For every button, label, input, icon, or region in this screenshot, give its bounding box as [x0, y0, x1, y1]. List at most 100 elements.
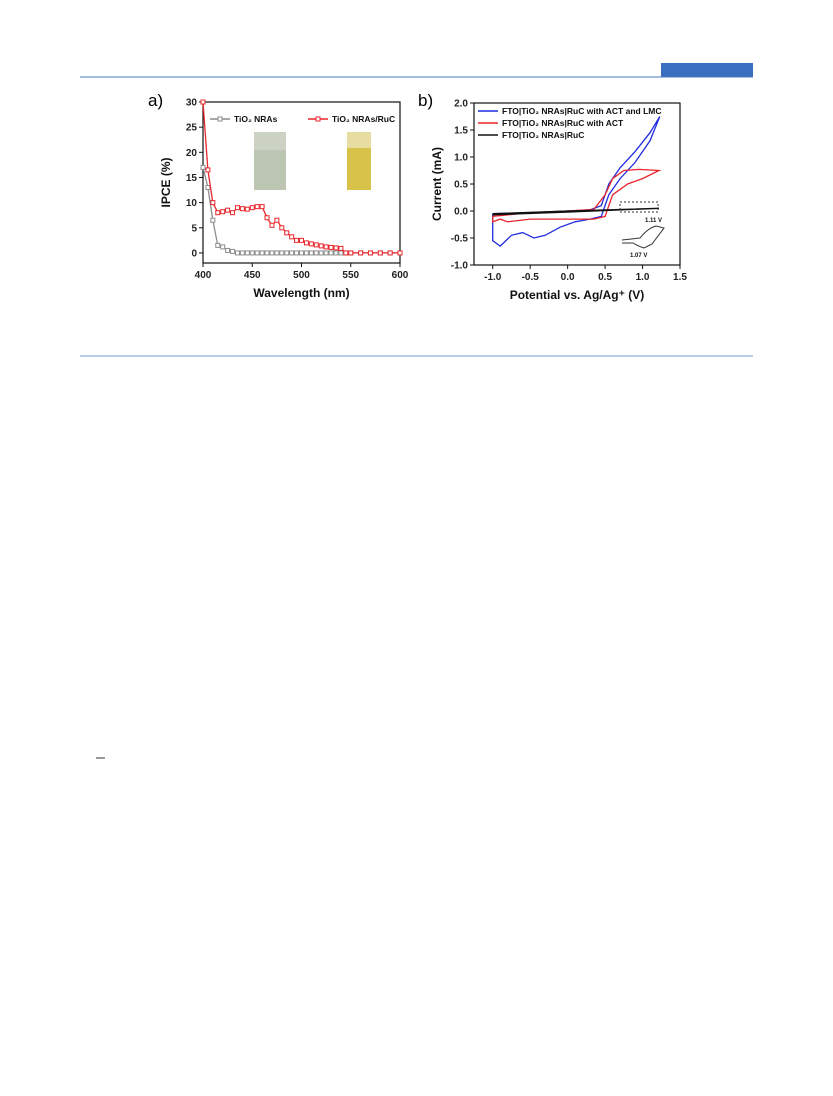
- x-axis-label: Potential vs. Ag/Ag⁺ (V): [510, 288, 645, 302]
- data-point: [200, 164, 206, 170]
- data-point: [220, 209, 226, 215]
- data-point: [249, 205, 255, 211]
- series-line: [492, 207, 660, 216]
- data-point: [323, 250, 329, 256]
- data-point: [205, 185, 211, 191]
- data-point: [259, 250, 265, 256]
- x-tick-label: 0.5: [598, 272, 612, 283]
- y-tick-label: 1.5: [454, 126, 468, 137]
- series-line: [492, 168, 662, 223]
- data-point: [294, 250, 300, 256]
- data-point: [377, 250, 383, 256]
- data-point: [313, 250, 319, 256]
- data-point: [308, 241, 314, 247]
- x-tick-label: 1.5: [673, 272, 687, 283]
- y-tick-label: 30: [186, 98, 198, 109]
- data-point: [289, 234, 295, 240]
- data-point: [279, 225, 285, 231]
- data-point: [387, 250, 393, 256]
- data-point: [294, 237, 300, 243]
- y-tick-label: 20: [186, 148, 198, 159]
- y-tick-label: 15: [186, 173, 198, 184]
- data-point: [284, 250, 290, 256]
- data-point: [234, 205, 240, 211]
- y-tick-label: 2.0: [454, 99, 468, 110]
- legend-label: FTO|TiO₂ NRAs|RuC with ACT: [502, 118, 624, 128]
- y-tick-label: 0.5: [454, 180, 468, 191]
- data-point: [274, 217, 280, 223]
- data-point: [274, 250, 280, 256]
- data-point: [254, 250, 260, 256]
- y-axis-label: Current (mA): [430, 147, 444, 221]
- x-tick-label: 0.0: [561, 272, 575, 283]
- data-point: [225, 247, 231, 253]
- x-tick-label: 550: [342, 270, 359, 281]
- data-point: [318, 250, 324, 256]
- x-tick-label: 1.0: [636, 272, 650, 283]
- data-point: [338, 245, 344, 251]
- legend-label: TiO₂ NRAs/RuC: [332, 114, 395, 124]
- panel-label: a): [148, 91, 163, 110]
- x-tick-label: 500: [293, 270, 310, 281]
- y-tick-label: -0.5: [451, 234, 469, 245]
- series-line: [492, 116, 661, 247]
- y-tick-label: 0.0: [454, 207, 468, 218]
- data-point: [205, 167, 211, 173]
- data-point: [348, 250, 354, 256]
- annotation: 1.11 V: [645, 218, 662, 224]
- data-point: [239, 206, 245, 212]
- data-point: [328, 250, 334, 256]
- data-point: [269, 222, 275, 228]
- y-tick-label: 0: [191, 248, 197, 259]
- data-point: [215, 242, 221, 248]
- data-point: [313, 242, 319, 248]
- data-point: [299, 250, 304, 256]
- x-tick-label: 400: [195, 270, 212, 281]
- inset-curve: [621, 225, 665, 249]
- x-tick-label: 450: [244, 270, 261, 281]
- data-point: [264, 215, 270, 221]
- data-point: [323, 244, 329, 250]
- data-point: [215, 210, 221, 216]
- legend-label: FTO|TiO₂ NRAs|RuC with ACT and LMC: [502, 106, 661, 116]
- data-point: [367, 250, 373, 256]
- data-point: [230, 210, 236, 216]
- data-point: [333, 250, 339, 256]
- x-tick-label: -0.5: [522, 272, 540, 283]
- y-tick-label: 5: [191, 223, 197, 234]
- data-point: [299, 237, 304, 243]
- data-point: [303, 250, 309, 256]
- data-point: [244, 206, 250, 212]
- legend-label: TiO₂ NRAs: [234, 114, 278, 124]
- data-point: [303, 240, 309, 246]
- data-point: [254, 204, 260, 210]
- data-point: [259, 204, 265, 210]
- legend-marker: [217, 116, 223, 122]
- data-point: [289, 250, 295, 256]
- data-point: [210, 200, 216, 206]
- data-point: [230, 248, 236, 254]
- y-axis-label: IPCE (%): [159, 157, 173, 207]
- x-tick-label: -1.0: [484, 272, 502, 283]
- annotation: 1.07 V: [630, 253, 647, 259]
- data-point: [333, 245, 339, 251]
- data-point: [338, 250, 344, 256]
- photo: [347, 148, 371, 190]
- data-point: [343, 250, 349, 256]
- header-bar: [661, 63, 753, 77]
- y-tick-label: 25: [186, 123, 198, 134]
- data-point: [225, 207, 231, 213]
- charts: 400 450 500 550 600 0 5 10 15 20 25 30 Wavelength (n…: [159, 98, 687, 303]
- data-point: [358, 250, 364, 256]
- data-point: [244, 250, 250, 256]
- data-point: [269, 250, 275, 256]
- data-point: [220, 244, 226, 250]
- data-point: [249, 250, 255, 256]
- y-tick-label: 1.0: [454, 153, 468, 164]
- x-tick-label: 600: [392, 270, 409, 281]
- panel-label: b): [418, 91, 433, 110]
- data-point: [284, 230, 290, 236]
- data-point: [318, 243, 324, 249]
